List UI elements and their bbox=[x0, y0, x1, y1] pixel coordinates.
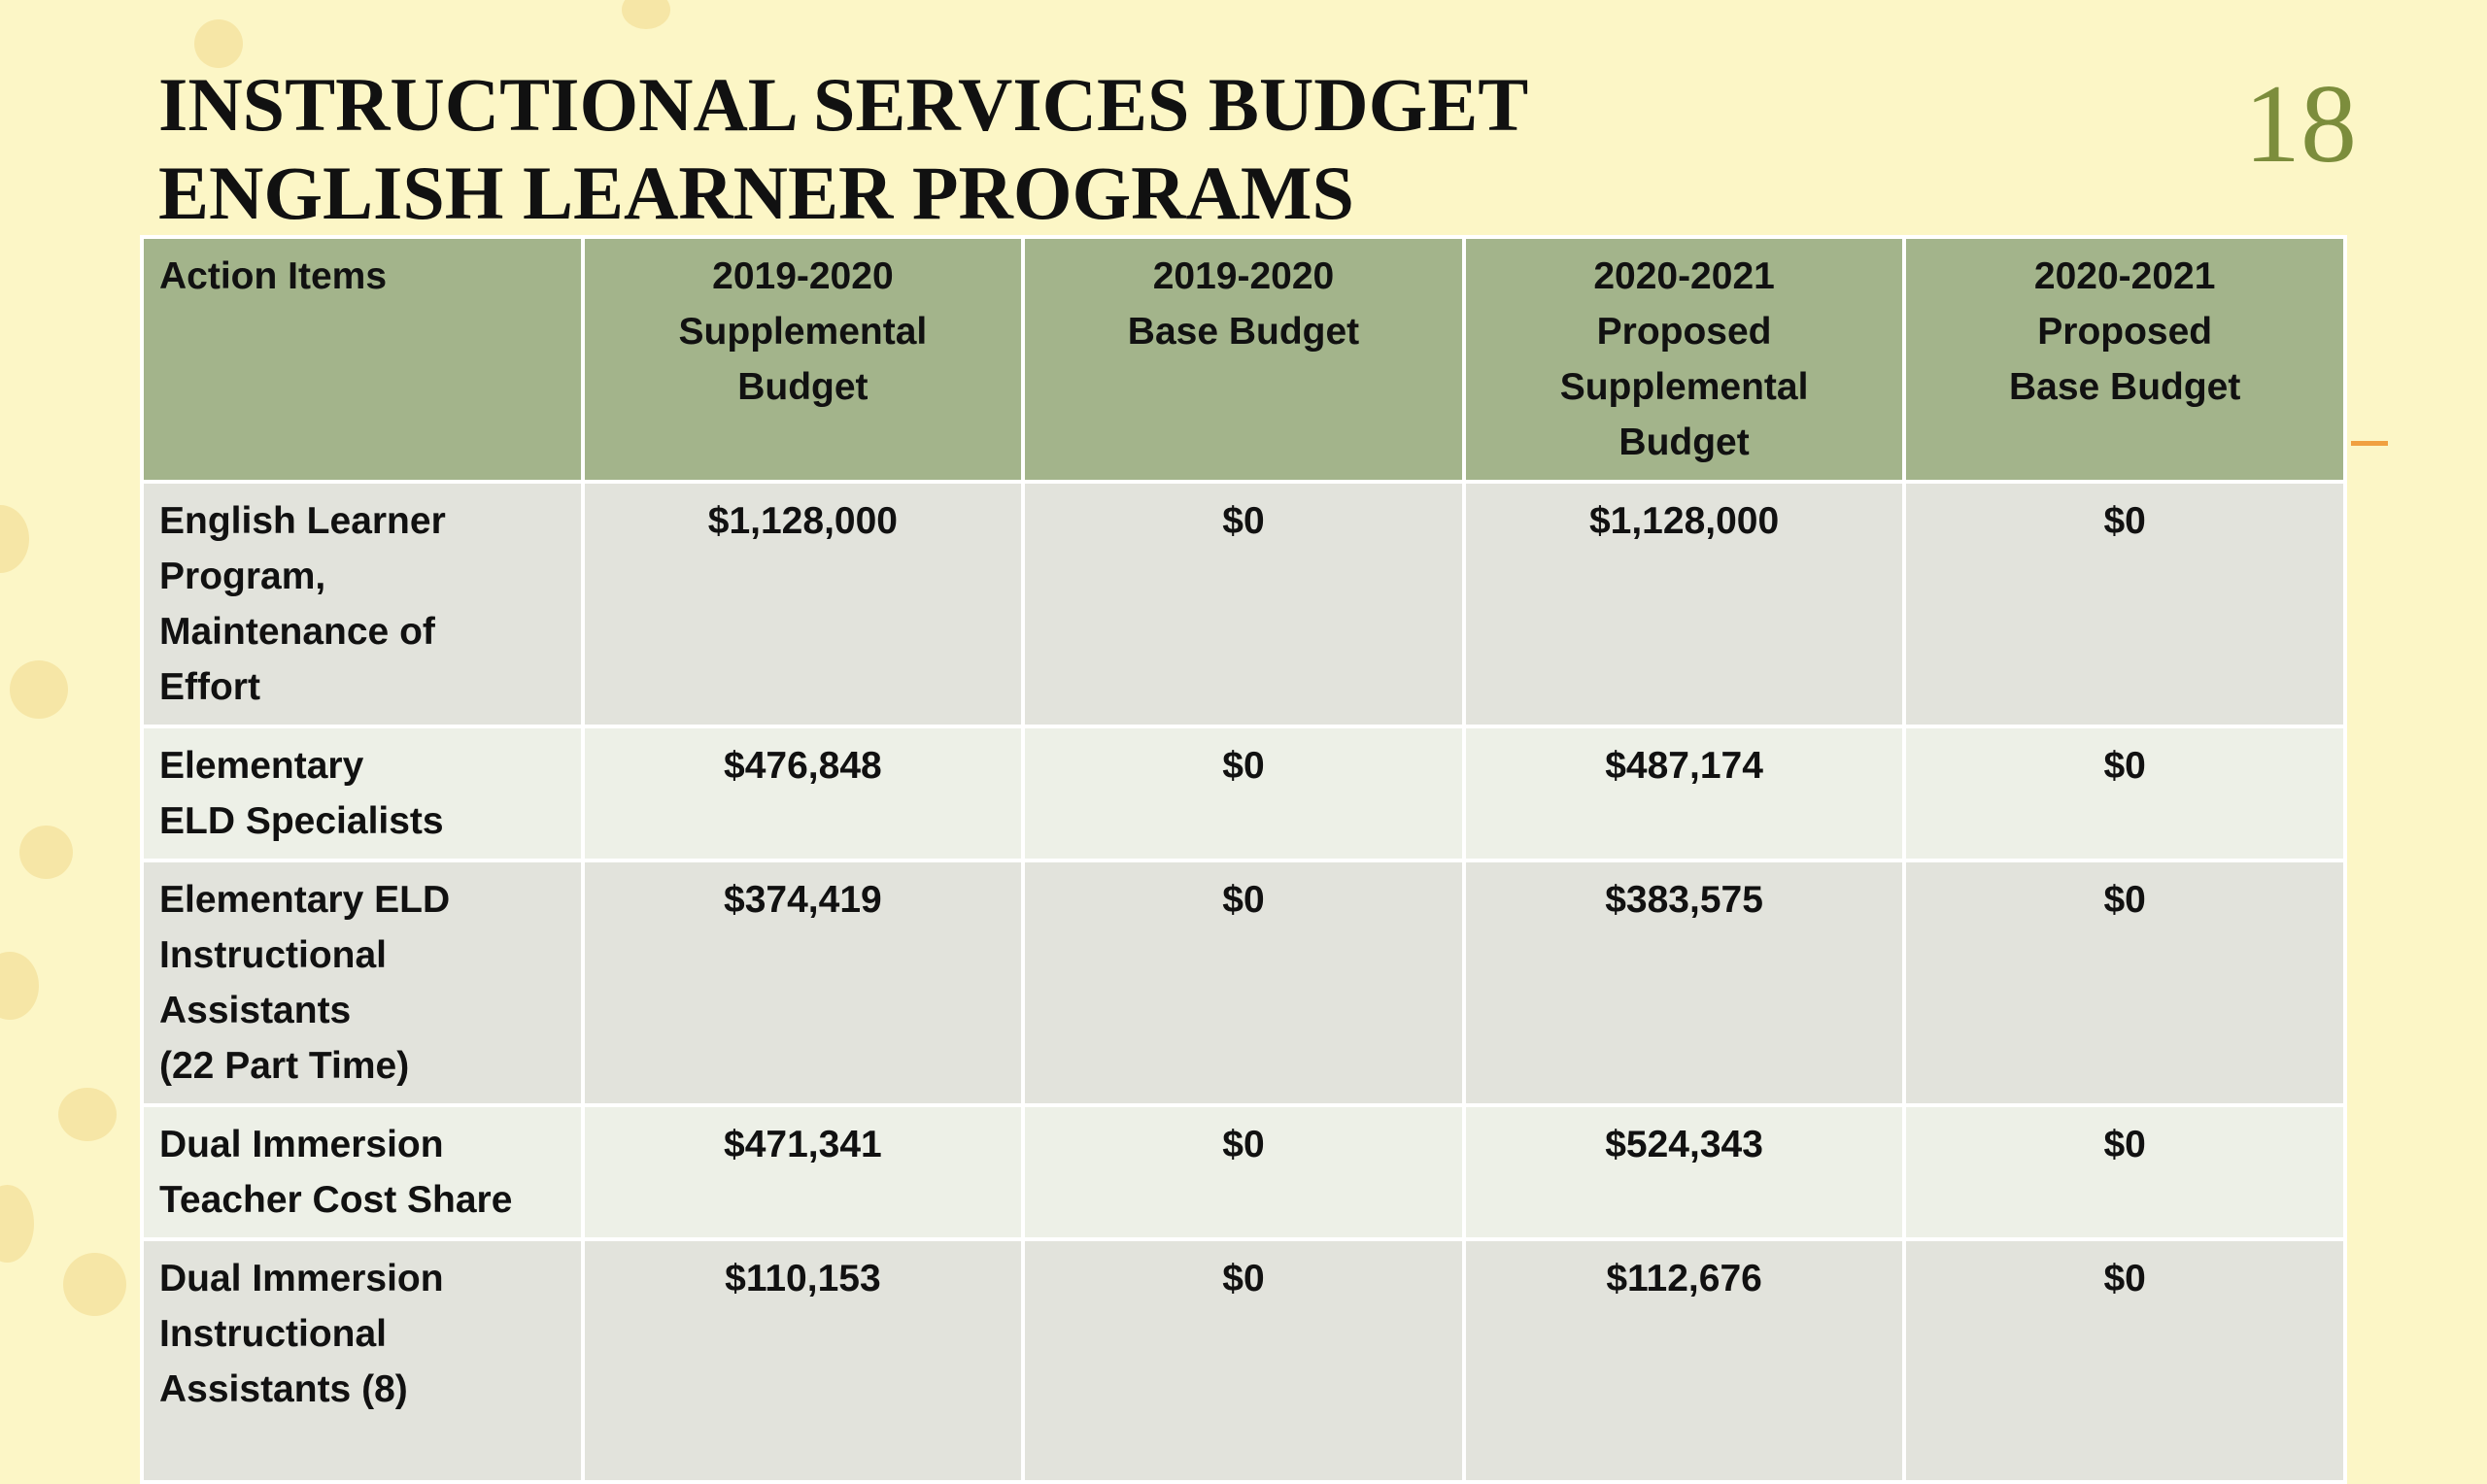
table-body: English Learner Program, Maintenance of … bbox=[140, 480, 2347, 1484]
budget-cell: $383,575 bbox=[1461, 859, 1907, 1107]
budget-cell: $0 bbox=[1021, 480, 1466, 728]
budget-cell: $0 bbox=[1021, 859, 1466, 1107]
table-row: Dual Immersion Instructional Assistants … bbox=[140, 1237, 2347, 1484]
decor bbox=[0, 1185, 34, 1263]
page-number: 18 bbox=[2244, 62, 2357, 186]
decor bbox=[10, 660, 68, 719]
budget-cell: $0 bbox=[1021, 1237, 1466, 1484]
decor bbox=[19, 826, 73, 879]
table-row: Dual Immersion Teacher Cost Share $471,34… bbox=[140, 1103, 2347, 1241]
budget-cell: $524,343 bbox=[1461, 1103, 1907, 1241]
budget-cell: $0 bbox=[1902, 480, 2347, 728]
accent-line bbox=[2351, 441, 2388, 446]
decor bbox=[58, 1088, 117, 1141]
decor bbox=[63, 1253, 126, 1316]
budget-cell: $0 bbox=[1902, 1103, 2347, 1241]
row-label: English Learner Program, Maintenance of … bbox=[140, 480, 585, 728]
title-line: ENGLISH LEARNER PROGRAMS bbox=[158, 151, 1354, 235]
decor bbox=[622, 0, 670, 29]
title-line: INSTRUCTIONAL SERVICES BUDGET bbox=[158, 62, 1529, 147]
decor bbox=[0, 952, 39, 1020]
budget-cell: $1,128,000 bbox=[580, 480, 1026, 728]
budget-cell: $110,153 bbox=[580, 1237, 1026, 1484]
budget-cell: $0 bbox=[1902, 725, 2347, 862]
decor bbox=[194, 19, 243, 68]
column-header: 2019-2020 Supplemental Budget bbox=[580, 235, 1026, 484]
column-header: Action Items bbox=[140, 235, 585, 484]
budget-cell: $0 bbox=[1902, 1237, 2347, 1484]
row-label: Elementary ELD Specialists bbox=[140, 725, 585, 862]
row-label: Dual Immersion Instructional Assistants … bbox=[140, 1237, 585, 1484]
column-header: 2019-2020 Base Budget bbox=[1021, 235, 1466, 484]
budget-cell: $0 bbox=[1902, 859, 2347, 1107]
budget-cell: $476,848 bbox=[580, 725, 1026, 862]
budget-cell: $374,419 bbox=[580, 859, 1026, 1107]
row-label: Dual Immersion Teacher Cost Share bbox=[140, 1103, 585, 1241]
title: INSTRUCTIONAL SERVICES BUDGET ENGLISH LE… bbox=[158, 60, 1528, 237]
header-row: Action Items 2019-2020 Supplemental Budge… bbox=[140, 235, 2347, 484]
decor bbox=[0, 505, 29, 573]
budget-cell: $0 bbox=[1021, 725, 1466, 862]
table-row: English Learner Program, Maintenance of … bbox=[140, 480, 2347, 728]
table-row: Elementary ELD Instructional Assistants … bbox=[140, 859, 2347, 1107]
budget-cell: $112,676 bbox=[1461, 1237, 1907, 1484]
budget-cell: $471,341 bbox=[580, 1103, 1026, 1241]
column-header: 2020-2021 Proposed Supplemental Budget bbox=[1461, 235, 1907, 484]
column-header: 2020-2021 Proposed Base Budget bbox=[1902, 235, 2347, 484]
row-label: Elementary ELD Instructional Assistants … bbox=[140, 859, 585, 1107]
budget-cell: $1,128,000 bbox=[1461, 480, 1907, 728]
slide: INSTRUCTIONAL SERVICES BUDGET ENGLISH LE… bbox=[0, 0, 2388, 1484]
budget-table: Action Items 2019-2020 Supplemental Budge… bbox=[140, 235, 2347, 1484]
budget-cell: $0 bbox=[1021, 1103, 1466, 1241]
budget-cell: $487,174 bbox=[1461, 725, 1907, 862]
table-row: Elementary ELD Specialists $476,848 $0 $487… bbox=[140, 725, 2347, 862]
